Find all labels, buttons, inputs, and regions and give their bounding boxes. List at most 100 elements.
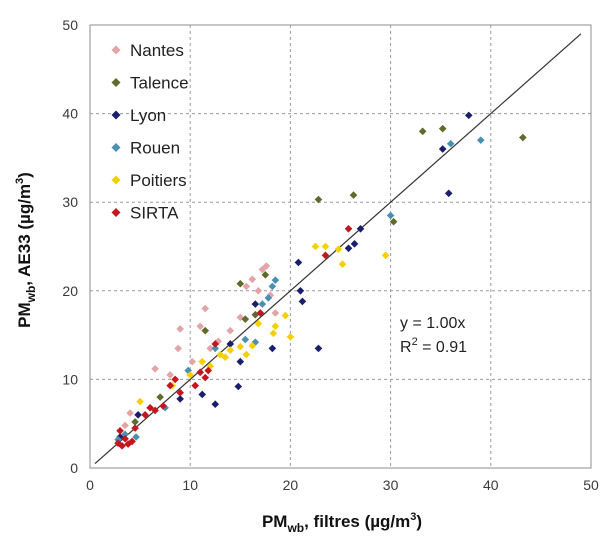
data-point-sirta xyxy=(114,439,122,447)
data-point-lyon xyxy=(198,390,207,399)
data-point-talence xyxy=(156,393,164,401)
data-point-lyon xyxy=(298,297,307,306)
data-point-nantes xyxy=(166,371,174,379)
data-point-nantes xyxy=(214,337,223,346)
data-point-sirta xyxy=(116,426,124,435)
data-point-poitiers xyxy=(269,329,278,338)
data-point-sirta xyxy=(321,251,330,260)
data-point-lyon xyxy=(464,111,473,120)
data-point-poitiers xyxy=(248,341,257,350)
data-point-lyon xyxy=(251,300,260,308)
data-point-sirta xyxy=(201,373,210,382)
data-point-lyon xyxy=(350,240,359,248)
data-point-rouen xyxy=(446,139,455,148)
data-point-nantes xyxy=(262,262,271,270)
x-tick-label: 10 xyxy=(182,477,198,493)
data-point-lyon xyxy=(211,400,220,409)
legend-marker-rouen xyxy=(111,143,121,152)
data-point-rouen xyxy=(251,338,260,346)
data-point-rouen xyxy=(258,300,267,308)
y-tick-label: 0 xyxy=(70,460,78,476)
data-point-poitiers xyxy=(254,319,263,328)
data-point-poitiers xyxy=(311,242,320,251)
data-point-nantes xyxy=(121,421,129,430)
data-point-lyon xyxy=(314,344,323,353)
data-point-rouen xyxy=(121,430,129,439)
data-point-nantes xyxy=(174,344,182,353)
data-point-lyon xyxy=(236,357,245,366)
data-point-lyon xyxy=(134,411,142,419)
legend-marker-talence xyxy=(111,78,121,87)
data-point-nantes xyxy=(242,282,251,291)
data-point-talence xyxy=(201,326,210,335)
legend: Nantes Talence Lyon Rouen Poitiers SIRTA xyxy=(111,41,189,223)
data-point-talence xyxy=(261,271,270,279)
legend-marker-poitiers xyxy=(111,175,121,185)
data-point-sirta xyxy=(146,403,154,412)
y-tick-label: 40 xyxy=(62,106,78,122)
legend-marker-sirta xyxy=(111,208,121,217)
legend-marker-lyon xyxy=(111,110,121,120)
data-point-sirta xyxy=(128,437,136,446)
data-point-sirta xyxy=(141,411,149,419)
data-point-poitiers xyxy=(136,397,144,406)
data-point-sirta xyxy=(118,442,126,450)
y-tick-label: 50 xyxy=(62,17,78,33)
data-point-lyon xyxy=(356,224,365,233)
data-point-poitiers xyxy=(271,322,280,331)
legend-label-rouen: Rouen xyxy=(130,139,180,158)
data-point-lyon xyxy=(234,382,243,391)
grid xyxy=(90,25,591,468)
data-point-lyon xyxy=(296,287,305,295)
data-point-nantes xyxy=(201,304,210,313)
data-point-nantes xyxy=(254,287,263,295)
data-point-poitiers xyxy=(281,311,290,320)
data-point-sirta xyxy=(176,388,184,397)
data-point-poitiers xyxy=(321,242,330,251)
data-point-talence xyxy=(349,191,358,199)
data-point-lyon xyxy=(438,145,447,153)
data-point-nantes xyxy=(188,357,197,366)
x-tick-label: 20 xyxy=(283,477,299,493)
data-point-nantes xyxy=(248,275,257,284)
data-point-talence xyxy=(418,127,427,136)
legend-label-poitiers: Poitiers xyxy=(130,171,187,190)
data-point-nantes xyxy=(258,265,267,274)
data-point-lyon xyxy=(116,433,124,441)
data-point-rouen xyxy=(241,335,250,344)
data-point-poitiers xyxy=(338,260,347,269)
data-point-talence xyxy=(241,315,250,323)
data-point-poitiers xyxy=(206,362,215,370)
x-axis-title: PMwb, filtres (µg/m3) xyxy=(262,511,422,535)
data-point-rouen xyxy=(476,136,485,144)
data-point-sirta xyxy=(171,375,179,384)
legend-label-lyon: Lyon xyxy=(130,106,166,125)
x-tick-label: 30 xyxy=(383,477,399,493)
tick-labels: 0 10 20 30 40 50 0 10 20 30 40 50 xyxy=(62,17,599,493)
legend-marker-nantes xyxy=(111,45,121,55)
x-tick-label: 0 xyxy=(86,477,94,493)
data-point-poitiers xyxy=(381,251,390,260)
data-point-talence xyxy=(236,279,245,288)
fit-equation-label: y = 1.00x xyxy=(400,315,465,332)
data-point-lyon xyxy=(344,244,353,253)
data-point-rouen xyxy=(211,344,220,353)
data-point-poitiers xyxy=(198,357,207,366)
x-tick-label: 50 xyxy=(583,477,599,493)
data-point-talence xyxy=(131,418,139,426)
data-point-talence xyxy=(314,195,323,204)
x-tick-label: 40 xyxy=(483,477,499,493)
legend-label-nantes: Nantes xyxy=(130,41,184,60)
data-point-nantes xyxy=(176,325,184,333)
data-point-rouen xyxy=(132,433,140,441)
data-point-sirta xyxy=(256,309,265,317)
data-point-sirta xyxy=(121,434,129,443)
data-point-sirta xyxy=(344,224,353,233)
data-point-lyon xyxy=(268,344,277,353)
data-point-poitiers xyxy=(221,353,230,362)
r-squared-label: R2 = 0.91 xyxy=(400,336,467,356)
data-point-nantes xyxy=(226,326,235,335)
data-point-poitiers xyxy=(236,342,245,351)
data-point-talence xyxy=(438,124,447,133)
